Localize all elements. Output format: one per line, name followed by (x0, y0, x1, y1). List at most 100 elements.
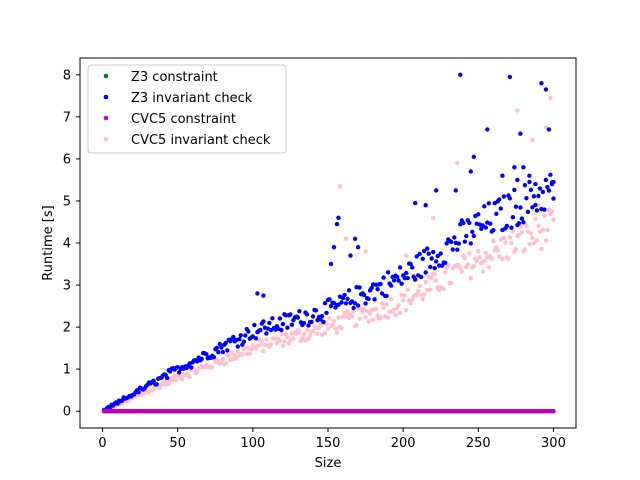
data-point (345, 309, 350, 314)
data-point (379, 301, 385, 306)
data-point (315, 331, 320, 336)
data-point (528, 187, 534, 193)
data-point (304, 312, 310, 317)
data-point (518, 131, 523, 136)
data-point (534, 238, 540, 243)
data-point (540, 227, 546, 232)
data-point (307, 333, 313, 338)
data-point (310, 329, 316, 334)
data-point (413, 277, 418, 282)
legend-marker-cvc5-constraint (103, 115, 109, 121)
data-point (468, 169, 473, 174)
data-point (546, 188, 552, 193)
data-point (267, 320, 272, 326)
data-point (471, 263, 476, 269)
data-point (491, 228, 496, 233)
data-point (223, 340, 228, 346)
data-point (524, 196, 529, 201)
data-point (455, 160, 460, 166)
legend-label-z3-invariant-check: Z3 invariant check (131, 91, 253, 106)
data-point (480, 269, 485, 274)
data-point (551, 196, 556, 201)
data-point (543, 177, 549, 183)
data-point (431, 215, 436, 220)
data-point (468, 241, 473, 246)
data-point (528, 231, 534, 236)
data-point (252, 322, 257, 328)
data-point (443, 270, 448, 275)
data-point (249, 347, 254, 352)
data-point (458, 72, 463, 78)
data-point (235, 344, 240, 349)
data-point (512, 187, 517, 193)
data-point (136, 390, 141, 395)
data-point (342, 292, 347, 298)
data-point (545, 227, 550, 233)
data-point (324, 310, 329, 316)
data-point (280, 343, 286, 348)
data-point (506, 256, 511, 261)
data-point (313, 308, 319, 313)
data-point (345, 296, 350, 301)
y-tick-label: 4 (63, 237, 71, 252)
data-point (231, 334, 236, 340)
data-point (327, 316, 332, 321)
data-point (434, 259, 439, 264)
data-point (444, 241, 449, 246)
data-point (261, 319, 266, 324)
data-point (321, 319, 326, 325)
data-point (396, 278, 401, 283)
data-point (495, 248, 500, 253)
data-point (500, 256, 505, 261)
data-point (486, 265, 491, 270)
data-point (384, 301, 389, 307)
data-point (351, 305, 356, 311)
data-point (501, 235, 507, 241)
data-point (419, 274, 424, 280)
data-point (238, 333, 243, 338)
data-point (507, 196, 513, 201)
data-point (339, 300, 344, 305)
data-point (410, 265, 415, 270)
data-point (366, 296, 371, 302)
data-point (327, 297, 332, 302)
data-point (220, 349, 225, 355)
data-point (531, 241, 537, 246)
data-point (452, 235, 457, 240)
data-point (545, 184, 550, 190)
data-point (441, 286, 446, 291)
data-point (471, 233, 476, 239)
data-point (399, 281, 404, 286)
data-point (414, 292, 419, 297)
data-point (373, 306, 379, 312)
data-point (220, 356, 225, 362)
data-point (279, 327, 284, 333)
data-point (226, 353, 231, 358)
data-point (536, 193, 541, 199)
data-point (516, 232, 522, 238)
data-point (261, 293, 266, 298)
data-point (270, 316, 275, 321)
data-point (240, 352, 245, 357)
data-point (531, 194, 537, 199)
data-point (253, 336, 259, 341)
legend-marker-z3-constraint (103, 73, 109, 79)
data-point (367, 311, 373, 316)
data-point (408, 261, 413, 267)
data-point (337, 184, 343, 189)
data-point (325, 326, 331, 331)
data-point (534, 208, 540, 213)
data-point (379, 291, 385, 296)
data-point (507, 74, 513, 80)
data-point (420, 296, 425, 302)
data-point (318, 317, 323, 322)
x-tick-label: 200 (391, 436, 416, 451)
data-point (204, 352, 209, 357)
x-tick-label: 300 (541, 436, 566, 451)
data-point (165, 375, 170, 381)
x-axis-ticks: 0 50 100 150 200 250 300 (98, 428, 566, 451)
data-point (525, 209, 531, 214)
data-point (402, 293, 407, 298)
data-point (364, 308, 370, 314)
